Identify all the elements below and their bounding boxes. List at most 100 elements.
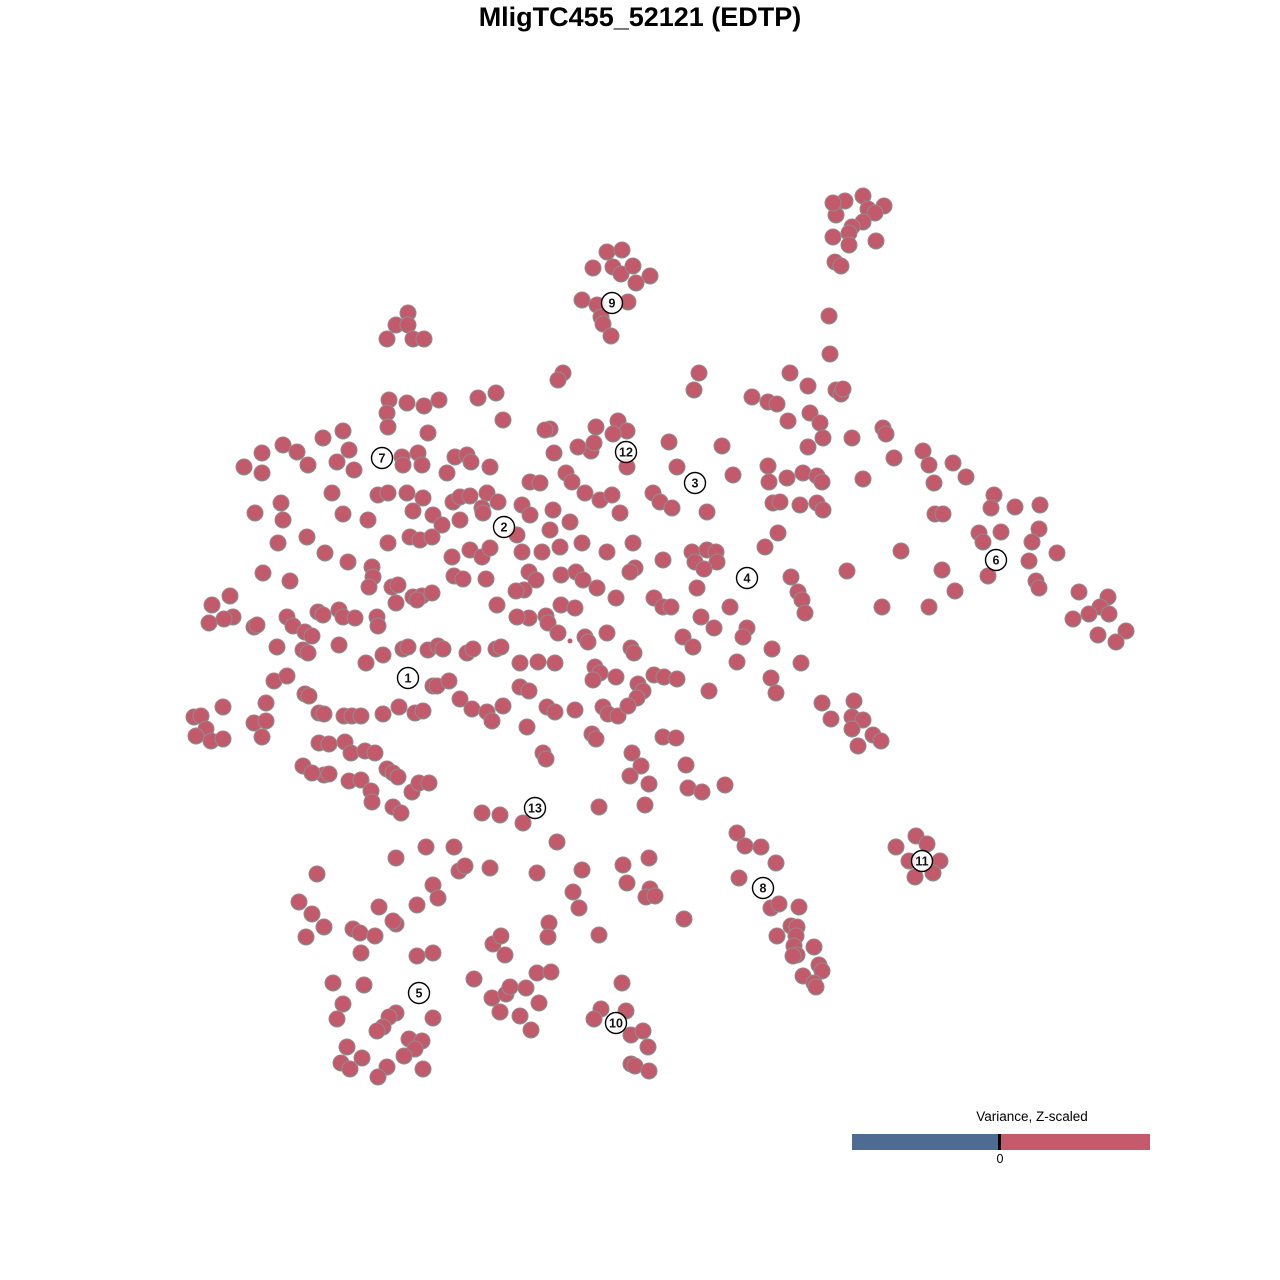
data-point bbox=[716, 776, 734, 794]
data-point bbox=[451, 511, 469, 529]
data-point bbox=[957, 468, 975, 486]
data-point bbox=[698, 503, 716, 521]
data-point bbox=[440, 672, 458, 690]
cluster-label-circle bbox=[984, 548, 1008, 572]
data-point bbox=[352, 944, 370, 962]
data-point bbox=[824, 194, 842, 212]
data-point bbox=[394, 456, 412, 474]
data-point bbox=[821, 345, 839, 363]
data-point bbox=[214, 730, 232, 748]
cluster-label-circle bbox=[370, 446, 394, 470]
data-point bbox=[705, 619, 723, 637]
data-point bbox=[463, 700, 481, 718]
data-point bbox=[338, 1038, 356, 1056]
data-point bbox=[854, 470, 872, 488]
data-point bbox=[974, 533, 992, 551]
data-point bbox=[770, 895, 788, 913]
data-point bbox=[481, 859, 499, 877]
data-point bbox=[612, 265, 630, 283]
data-point bbox=[451, 690, 469, 708]
data-point bbox=[623, 744, 641, 762]
data-point bbox=[675, 910, 693, 928]
data-point bbox=[662, 598, 680, 616]
data-point bbox=[639, 1038, 657, 1056]
data-point bbox=[464, 640, 482, 658]
data-point bbox=[708, 553, 726, 571]
data-point bbox=[845, 692, 863, 710]
cluster-label-circle bbox=[407, 981, 431, 1005]
data-point bbox=[807, 978, 825, 996]
data-point bbox=[603, 486, 621, 504]
data-point bbox=[297, 928, 315, 946]
data-point bbox=[566, 599, 584, 617]
data-point bbox=[569, 438, 587, 456]
data-point bbox=[415, 330, 433, 348]
data-point bbox=[299, 644, 317, 662]
data-point bbox=[796, 604, 814, 622]
data-point bbox=[379, 484, 397, 502]
cluster-label: 4 bbox=[735, 566, 759, 590]
data-point bbox=[518, 718, 536, 736]
data-point bbox=[274, 436, 292, 454]
data-point bbox=[408, 896, 426, 914]
data-point bbox=[419, 424, 437, 442]
data-point bbox=[840, 236, 858, 254]
data-point bbox=[413, 456, 431, 474]
data-point bbox=[982, 499, 1000, 517]
data-point bbox=[384, 912, 402, 930]
data-point bbox=[477, 570, 495, 588]
data-point bbox=[414, 489, 432, 507]
cluster-label: 1 bbox=[396, 666, 420, 690]
data-point bbox=[1031, 496, 1049, 514]
color-scale-zero-divider bbox=[998, 1134, 1001, 1150]
data-point bbox=[760, 473, 778, 491]
data-point bbox=[663, 499, 681, 517]
data-point bbox=[389, 768, 407, 786]
data-point bbox=[246, 504, 264, 522]
data-point bbox=[843, 429, 861, 447]
cluster-label-circle bbox=[396, 666, 420, 690]
data-point bbox=[1030, 520, 1048, 538]
data-point bbox=[494, 697, 512, 715]
cluster-label-circle bbox=[910, 849, 934, 873]
data-point bbox=[873, 598, 891, 616]
data-point bbox=[552, 596, 570, 614]
data-point bbox=[992, 523, 1010, 541]
data-point bbox=[257, 712, 275, 730]
data-point bbox=[579, 633, 597, 651]
data-point bbox=[456, 857, 474, 875]
data-point bbox=[481, 458, 499, 476]
data-point bbox=[541, 521, 559, 539]
data-point bbox=[368, 1022, 386, 1040]
data-point bbox=[768, 927, 786, 945]
data-point bbox=[585, 1010, 603, 1028]
data-point bbox=[483, 712, 501, 730]
data-point bbox=[1006, 498, 1024, 516]
data-point bbox=[1048, 544, 1066, 562]
data-point bbox=[462, 453, 480, 471]
data-point bbox=[598, 543, 616, 561]
data-point bbox=[399, 638, 417, 656]
legend-zero-tick: 0 bbox=[996, 1152, 1004, 1166]
data-point bbox=[423, 584, 441, 602]
data-point bbox=[611, 504, 629, 522]
data-point bbox=[417, 838, 435, 856]
data-point bbox=[607, 589, 625, 607]
data-point bbox=[598, 243, 616, 261]
data-point bbox=[221, 587, 239, 605]
data-point bbox=[641, 267, 659, 285]
data-point bbox=[979, 567, 997, 585]
data-point bbox=[214, 698, 232, 716]
cluster-label-text: 6 bbox=[993, 554, 1000, 568]
data-point bbox=[668, 670, 686, 688]
data-point bbox=[465, 970, 483, 988]
data-point bbox=[887, 838, 905, 856]
data-point bbox=[587, 730, 605, 748]
data-point bbox=[268, 638, 286, 656]
data-point bbox=[769, 524, 787, 542]
data-point bbox=[728, 653, 746, 671]
data-point bbox=[564, 883, 582, 901]
color-scale-negative bbox=[852, 1134, 998, 1150]
data-point bbox=[334, 995, 352, 1013]
